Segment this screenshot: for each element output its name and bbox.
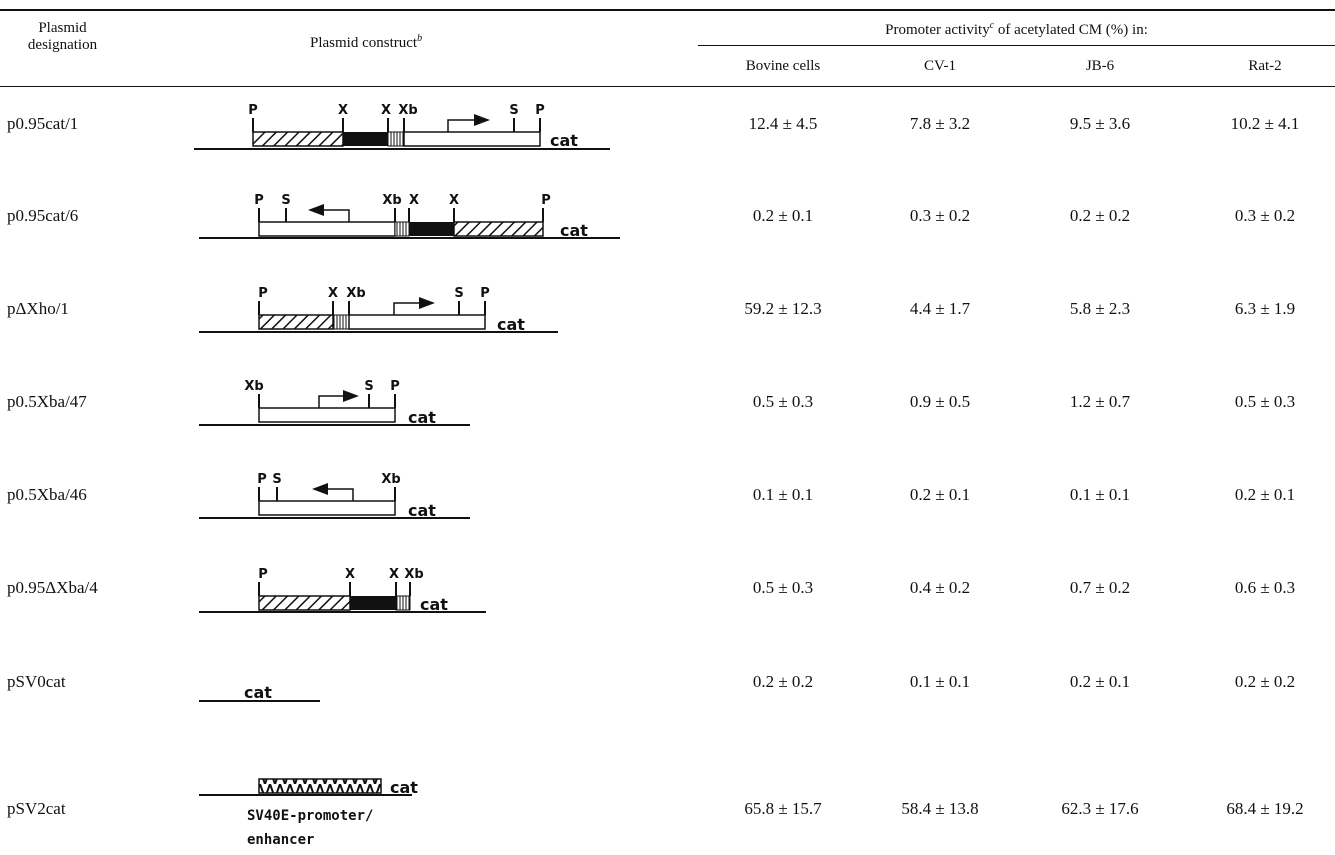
column-header-jb6: JB-6 — [1085, 58, 1115, 74]
column-header-rat2: Rat-2 — [1248, 58, 1282, 74]
site-label: Xb — [381, 472, 400, 487]
cat-label: cat — [408, 408, 436, 427]
value-cell: 0.9 ± 0.5 — [909, 392, 971, 411]
cat-label: cat — [420, 595, 448, 614]
value-cell: 0.2 ± 0.1 — [1069, 672, 1131, 691]
plasmid-construct-diagrams: P X X Xb S P cat P S Xb X X P cat — [194, 103, 620, 848]
value-cell: 0.4 ± 0.2 — [909, 578, 971, 597]
construct-p0.5xba-47: Xb S P cat — [199, 379, 470, 427]
cat-label: cat — [550, 131, 578, 150]
site-label: Xb — [346, 286, 365, 301]
site-label: X — [338, 103, 348, 118]
value-cell: 0.5 ± 0.3 — [1234, 392, 1296, 411]
sv40-label-2: enhancer — [247, 832, 314, 848]
cat-label: cat — [390, 778, 418, 797]
row-name: pSV2cat — [7, 799, 66, 818]
value-cell: 1.2 ± 0.7 — [1069, 392, 1131, 411]
row-name: pSV0cat — [7, 672, 66, 691]
value-cell: 0.5 ± 0.3 — [752, 392, 814, 411]
site-label: P — [390, 379, 400, 394]
value-cell: 0.5 ± 0.3 — [752, 578, 814, 597]
site-label: P — [257, 472, 267, 487]
value-cell: 0.3 ± 0.2 — [1234, 206, 1296, 225]
value-cell: 0.1 ± 0.1 — [1069, 485, 1131, 504]
site-label: P — [248, 103, 258, 118]
value-cell: 0.2 ± 0.1 — [1234, 485, 1296, 504]
value-cell: 12.4 ± 4.5 — [748, 114, 818, 133]
site-label: P — [541, 193, 551, 208]
site-label: X — [345, 567, 355, 582]
site-label: Xb — [382, 193, 401, 208]
header-plasmid-construct: Plasmid constructb — [310, 33, 423, 51]
construct-p0.95cat-6: P S Xb X X P cat — [199, 193, 620, 240]
construct-p0.95cat-1: P X X Xb S P cat — [194, 103, 610, 150]
site-label: S — [509, 103, 518, 118]
value-cell: 62.3 ± 17.6 — [1061, 799, 1139, 818]
value-cell: 59.2 ± 12.3 — [744, 299, 822, 318]
cat-label: cat — [244, 683, 272, 702]
site-label: P — [258, 567, 268, 582]
value-cell: 58.4 ± 13.8 — [901, 799, 979, 818]
site-label: X — [381, 103, 391, 118]
site-label: P — [258, 286, 268, 301]
site-label: P — [535, 103, 545, 118]
value-cell: 0.7 ± 0.2 — [1069, 578, 1131, 597]
value-cell: 6.3 ± 1.9 — [1234, 299, 1296, 318]
site-label: Xb — [244, 379, 263, 394]
value-cell: 10.2 ± 4.1 — [1230, 114, 1300, 133]
site-label: S — [454, 286, 463, 301]
row-name: p0.95cat/1 — [7, 114, 79, 133]
value-cell: 7.8 ± 3.2 — [909, 114, 971, 133]
value-cell: 0.6 ± 0.3 — [1234, 578, 1296, 597]
construct-p0.5xba-46: P S Xb cat — [199, 472, 470, 520]
row-name: pΔXho/1 — [7, 299, 69, 318]
value-cell: 0.2 ± 0.2 — [752, 672, 814, 691]
header-bottom-rule — [0, 86, 1335, 87]
site-label: Xb — [398, 103, 417, 118]
site-label: X — [389, 567, 399, 582]
column-header-bovine: Bovine cells — [745, 58, 821, 74]
construct-psv2cat: cat SV40E-promoter/ enhancer — [199, 778, 418, 848]
construct-psv0cat: cat — [199, 683, 320, 702]
row-name: p0.5Xba/46 — [7, 485, 87, 504]
header-promoter-activity: Promoter activityc of acetylated CM (%) … — [885, 20, 1148, 38]
site-label: S — [272, 472, 281, 487]
row-name: p0.95ΔXba/4 — [7, 578, 98, 597]
value-cell: 0.2 ± 0.1 — [752, 206, 814, 225]
column-header-cv1: CV-1 — [924, 58, 956, 74]
value-cell: 9.5 ± 3.6 — [1069, 114, 1131, 133]
header-plasmid-designation: Plasmid designation — [27, 20, 98, 53]
sv40-label: SV40E-promoter/ — [247, 808, 373, 824]
row-name: p0.95cat/6 — [7, 206, 79, 225]
value-cell: 4.4 ± 1.7 — [909, 299, 971, 318]
value-cell: 0.3 ± 0.2 — [909, 206, 971, 225]
site-label: S — [364, 379, 373, 394]
site-label: S — [281, 193, 290, 208]
header-sub-rule — [698, 45, 1335, 46]
row-name: p0.5Xba/47 — [7, 392, 87, 411]
site-label: P — [480, 286, 490, 301]
value-cell: 0.2 ± 0.1 — [909, 485, 971, 504]
value-cell: 68.4 ± 19.2 — [1226, 799, 1304, 818]
site-label: X — [409, 193, 419, 208]
cat-label: cat — [560, 221, 588, 240]
site-label: P — [254, 193, 264, 208]
construct-p0.95deltaxba-4: P X X Xb cat — [199, 567, 486, 614]
site-label: Xb — [404, 567, 423, 582]
cat-label: cat — [497, 315, 525, 334]
value-cell: 0.2 ± 0.2 — [1234, 672, 1296, 691]
value-cell: 0.1 ± 0.1 — [909, 672, 971, 691]
value-cell: 0.2 ± 0.2 — [1069, 206, 1131, 225]
value-cell: 5.8 ± 2.3 — [1069, 299, 1131, 318]
site-label: X — [328, 286, 338, 301]
site-label: X — [449, 193, 459, 208]
value-cell: 65.8 ± 15.7 — [744, 799, 822, 818]
value-cell: 0.1 ± 0.1 — [752, 485, 814, 504]
cat-label: cat — [408, 501, 436, 520]
top-rule — [0, 9, 1335, 11]
construct-pdeltaxho-1: P X Xb S P cat — [199, 286, 558, 334]
